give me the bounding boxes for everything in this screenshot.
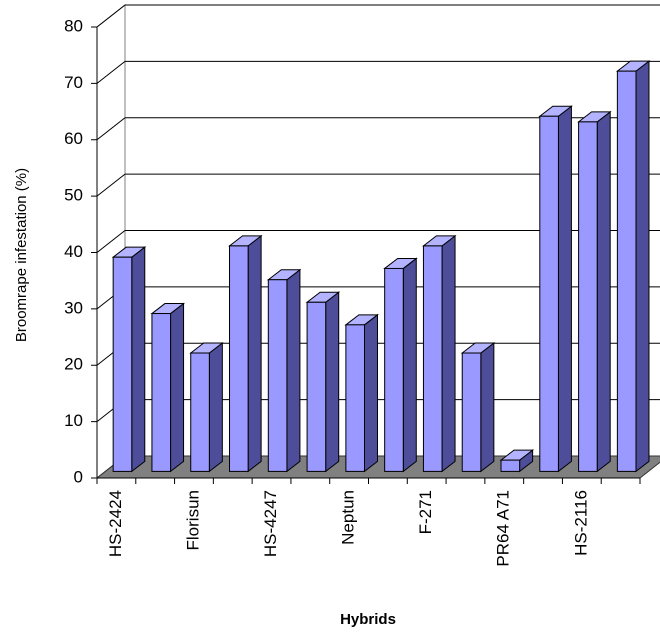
bar: [616, 70, 637, 472]
x-tick-label: Florisun: [183, 490, 202, 550]
grid-line: [96, 117, 126, 141]
bar-side: [170, 302, 185, 473]
x-axis-title: Hybrids: [340, 611, 396, 628]
bar: [112, 256, 133, 472]
bar-side: [363, 313, 378, 473]
bar: [345, 324, 365, 472]
x-tick-label: HS-2116: [571, 490, 590, 556]
x-tick-label: HS-4247: [261, 490, 280, 557]
x-tick-label: F-271: [416, 490, 435, 534]
bar-side: [325, 291, 340, 473]
bar: [461, 352, 482, 472]
x-tick-label: HS-2424: [106, 490, 125, 557]
y-tick-label: 40: [64, 242, 83, 261]
bar-side: [635, 60, 650, 473]
bar-side: [247, 234, 262, 473]
bar: [306, 301, 327, 472]
y-tick-label: 60: [64, 129, 83, 148]
bar: [500, 459, 521, 472]
x-tick-label: Neptun: [339, 490, 358, 545]
grid-line: [96, 4, 126, 28]
bar-side: [131, 246, 146, 473]
grid-line: [96, 230, 126, 253]
bar-side: [208, 341, 223, 473]
y-axis-title: Broomrape infestation (%): [13, 168, 30, 342]
bar: [578, 121, 598, 472]
x-tick-label: PR64 A71: [494, 490, 513, 567]
y-tick-label: 70: [64, 73, 83, 92]
bar-side: [596, 110, 611, 473]
bar-side: [441, 234, 456, 473]
bar: [384, 267, 404, 472]
grid-line: [96, 60, 126, 84]
bar-side: [286, 268, 301, 473]
bar: [539, 115, 559, 472]
bar-side: [402, 257, 417, 473]
y-tick-label: 0: [74, 467, 83, 486]
bar: [151, 313, 172, 472]
bar-side: [557, 105, 572, 473]
grid-line: [96, 173, 126, 197]
y-tick-label: 10: [64, 411, 83, 430]
bar: [190, 352, 210, 472]
bar: [422, 245, 443, 472]
bar: [229, 245, 249, 472]
y-tick-label: 50: [64, 186, 83, 205]
y-tick-label: 80: [64, 16, 83, 35]
y-tick-label: 20: [64, 355, 83, 374]
bar-side: [480, 341, 495, 473]
bar: [267, 279, 288, 472]
y-tick-label: 30: [64, 298, 83, 317]
